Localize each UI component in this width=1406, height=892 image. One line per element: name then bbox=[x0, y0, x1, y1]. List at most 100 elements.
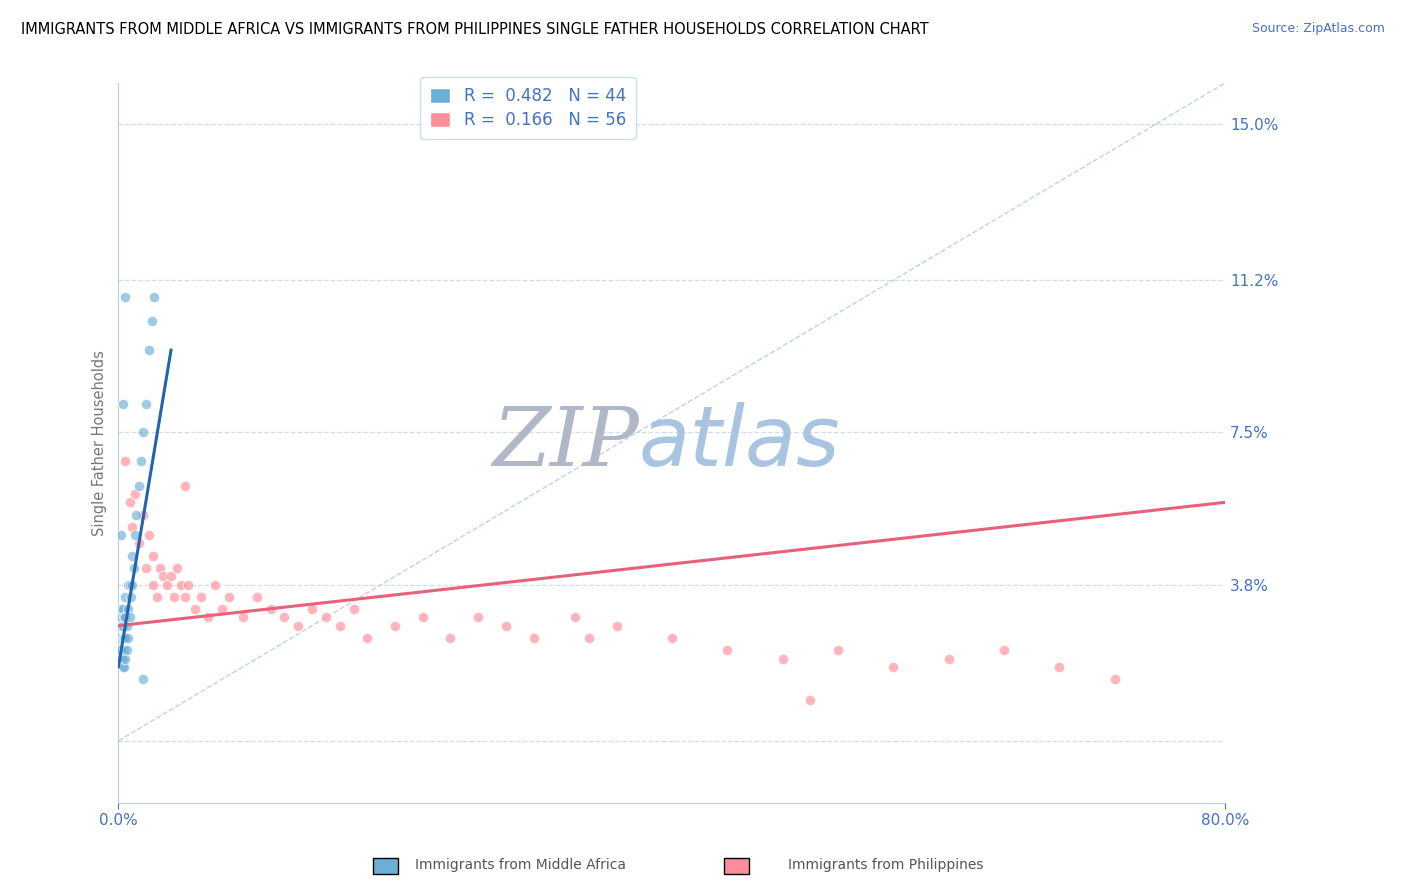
Point bbox=[111, 631, 134, 645]
Point bbox=[384, 618, 406, 632]
Point bbox=[124, 528, 146, 542]
Point bbox=[110, 610, 132, 624]
Point bbox=[114, 651, 136, 665]
Point bbox=[1047, 660, 1070, 674]
Point bbox=[112, 643, 135, 657]
Point bbox=[522, 631, 544, 645]
Point bbox=[412, 610, 434, 624]
Point bbox=[163, 590, 186, 604]
Point bbox=[132, 672, 155, 686]
Point bbox=[439, 631, 461, 645]
Point bbox=[111, 602, 134, 616]
Point bbox=[118, 577, 141, 591]
Point bbox=[211, 602, 233, 616]
Point bbox=[117, 631, 139, 645]
Point bbox=[115, 618, 138, 632]
Point bbox=[122, 561, 145, 575]
Point bbox=[149, 561, 172, 575]
Point bbox=[661, 631, 683, 645]
Point bbox=[121, 549, 143, 563]
Point bbox=[110, 528, 132, 542]
Point bbox=[141, 314, 163, 328]
Point bbox=[128, 479, 150, 493]
Point bbox=[882, 660, 904, 674]
Point bbox=[204, 577, 226, 591]
Point bbox=[117, 602, 139, 616]
Point bbox=[110, 643, 132, 657]
Point bbox=[301, 602, 323, 616]
Text: Immigrants from Philippines: Immigrants from Philippines bbox=[787, 858, 984, 872]
Point bbox=[356, 631, 378, 645]
Point bbox=[111, 618, 134, 632]
Point bbox=[143, 290, 166, 304]
Point bbox=[132, 508, 155, 522]
Point bbox=[799, 692, 821, 706]
Text: Immigrants from Middle Africa: Immigrants from Middle Africa bbox=[415, 858, 626, 872]
Point bbox=[156, 577, 179, 591]
Point bbox=[110, 602, 132, 616]
Point bbox=[218, 590, 240, 604]
Point bbox=[124, 487, 146, 501]
Point bbox=[138, 528, 160, 542]
Point bbox=[173, 479, 195, 493]
Text: atlas: atlas bbox=[638, 402, 841, 483]
Point bbox=[827, 643, 849, 657]
Point bbox=[259, 602, 281, 616]
Point bbox=[495, 618, 517, 632]
Point bbox=[197, 610, 219, 624]
Point bbox=[117, 577, 139, 591]
Point bbox=[578, 631, 600, 645]
Text: IMMIGRANTS FROM MIDDLE AFRICA VS IMMIGRANTS FROM PHILIPPINES SINGLE FATHER HOUSE: IMMIGRANTS FROM MIDDLE AFRICA VS IMMIGRA… bbox=[21, 22, 929, 37]
Point bbox=[160, 569, 183, 583]
Point bbox=[112, 631, 135, 645]
Point bbox=[605, 618, 627, 632]
Point bbox=[246, 590, 269, 604]
Point bbox=[273, 610, 295, 624]
Point bbox=[135, 561, 157, 575]
Point bbox=[173, 590, 195, 604]
Point bbox=[135, 396, 157, 410]
Point bbox=[112, 660, 135, 674]
Point bbox=[190, 590, 212, 604]
Point bbox=[110, 651, 132, 665]
Point bbox=[142, 577, 165, 591]
Point bbox=[118, 495, 141, 509]
Point bbox=[176, 577, 198, 591]
Point bbox=[1104, 672, 1126, 686]
Point bbox=[120, 590, 142, 604]
Point bbox=[146, 590, 169, 604]
Point bbox=[343, 602, 366, 616]
Point bbox=[115, 643, 138, 657]
Point bbox=[287, 618, 309, 632]
Point bbox=[108, 631, 131, 645]
Point bbox=[132, 425, 155, 440]
Point bbox=[114, 610, 136, 624]
Point bbox=[118, 610, 141, 624]
Point bbox=[110, 618, 132, 632]
Point bbox=[114, 590, 136, 604]
Point bbox=[467, 610, 489, 624]
Point bbox=[125, 508, 148, 522]
Point bbox=[111, 651, 134, 665]
Point bbox=[152, 569, 174, 583]
Point bbox=[112, 610, 135, 624]
Point bbox=[232, 610, 254, 624]
Point bbox=[114, 290, 136, 304]
Point bbox=[993, 643, 1015, 657]
Point bbox=[111, 396, 134, 410]
Point bbox=[772, 651, 794, 665]
Text: ZIP: ZIP bbox=[492, 402, 638, 483]
Point bbox=[938, 651, 960, 665]
Point bbox=[170, 577, 193, 591]
Point bbox=[108, 643, 131, 657]
Text: Source: ZipAtlas.com: Source: ZipAtlas.com bbox=[1251, 22, 1385, 36]
Point bbox=[114, 454, 136, 468]
Point bbox=[121, 577, 143, 591]
Point bbox=[111, 660, 134, 674]
Y-axis label: Single Father Households: Single Father Households bbox=[93, 350, 107, 535]
Point bbox=[315, 610, 337, 624]
Point bbox=[128, 536, 150, 550]
Point bbox=[121, 520, 143, 534]
Point bbox=[166, 561, 188, 575]
Point bbox=[114, 631, 136, 645]
